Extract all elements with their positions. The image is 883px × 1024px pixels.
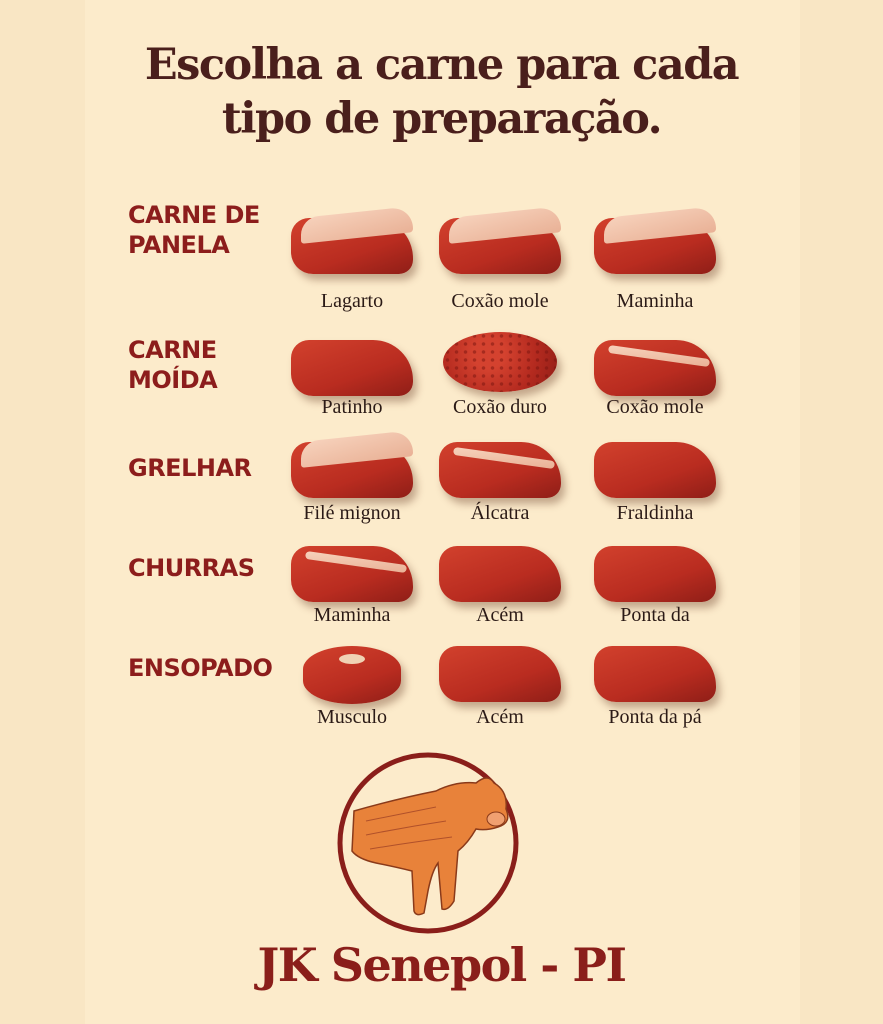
- category-label: CARNE MOÍDA: [128, 335, 218, 395]
- meat-cut-icon: [594, 442, 716, 498]
- category-label: CARNE DE PANELA: [128, 200, 260, 260]
- page-title: Escolha a carne para cada tipo de prepar…: [0, 38, 883, 146]
- meat-cut-name: Acém: [476, 604, 524, 626]
- category-label-line: CARNE DE: [128, 201, 260, 229]
- meat-cut-icon: [594, 206, 716, 274]
- meat-cut-name: Ponta da pá: [608, 706, 702, 728]
- meat-cut-name: Ponta da: [620, 604, 690, 626]
- meat-cut-name: Maminha: [616, 290, 694, 312]
- meat-cut-icon: [439, 546, 561, 602]
- category-label-line: CARNE: [128, 336, 217, 364]
- meat-cut-icon: [303, 646, 401, 704]
- meat-cut-icon: [439, 206, 561, 274]
- meat-cut-icon: [439, 442, 561, 498]
- category-label: CHURRAS: [128, 553, 255, 583]
- meat-cut-icon: [594, 546, 716, 602]
- meat-cut-name: Coxão mole: [606, 396, 704, 418]
- brand-name: JK Senepol - PI: [257, 938, 627, 992]
- meat-cut-name: Coxão mole: [451, 290, 549, 312]
- meat-cut-icon: [291, 340, 413, 396]
- category-label: ENSOPADO: [128, 653, 273, 683]
- category-label-line: CHURRAS: [128, 554, 255, 582]
- meat-cut-name: Álcatra: [470, 502, 530, 524]
- meat-cut-name: Filé mignon: [303, 502, 401, 524]
- meat-cut-icon: [291, 546, 413, 602]
- meat-cut-icon: [594, 646, 716, 702]
- meat-cut-icon: [594, 340, 716, 396]
- title-line-2: tipo de preparação.: [221, 94, 663, 144]
- category-label-line: ENSOPADO: [128, 654, 273, 682]
- meat-cut-name: Acém: [476, 706, 524, 728]
- category-label-line: PANELA: [128, 231, 230, 259]
- meat-cut-name: Lagarto: [320, 290, 384, 312]
- meat-cut-icon: [443, 332, 557, 392]
- meat-cut-name: Coxão duro: [453, 396, 547, 418]
- bull-logo-icon: [337, 752, 519, 934]
- meat-cut-name: Fraldinha: [616, 502, 694, 524]
- category-label-line: MOÍDA: [128, 366, 218, 394]
- meat-cut-icon: [291, 206, 413, 274]
- meat-cut-name: Maminha: [313, 604, 391, 626]
- category-label-line: GRELHAR: [128, 454, 252, 482]
- meat-cut-icon: [439, 646, 561, 702]
- meat-cut-name: Musculo: [317, 706, 387, 728]
- title-line-1: Escolha a carne para cada: [144, 40, 740, 90]
- category-label: GRELHAR: [128, 453, 252, 483]
- meat-cut-icon: [291, 430, 413, 498]
- meat-cut-name: Patinho: [321, 396, 383, 418]
